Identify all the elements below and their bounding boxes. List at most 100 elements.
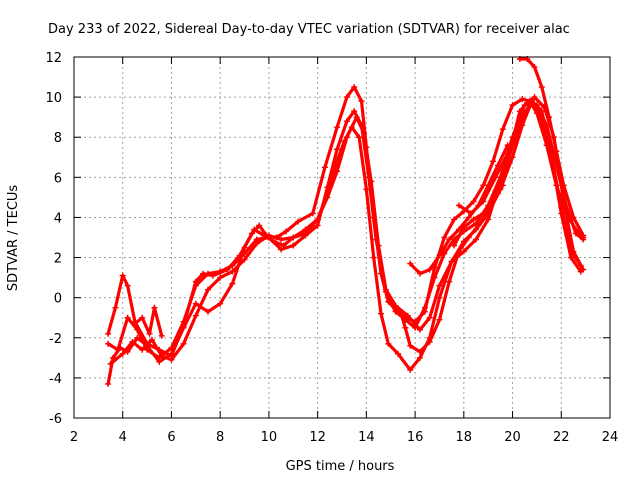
data-point xyxy=(448,258,455,265)
data-point xyxy=(168,356,175,363)
series-track-7 xyxy=(455,134,521,217)
data-point xyxy=(119,350,126,357)
data-point xyxy=(480,198,487,205)
data-point xyxy=(568,254,575,261)
data-point xyxy=(309,210,316,217)
series-track-10 xyxy=(451,182,506,249)
grid-layer xyxy=(74,57,610,418)
y-tick-label: 4 xyxy=(54,211,62,226)
x-tick-label: 2 xyxy=(70,430,78,445)
data-point xyxy=(105,380,112,387)
data-point xyxy=(139,314,146,321)
data-point xyxy=(441,234,448,241)
data-point xyxy=(192,282,199,289)
data-point xyxy=(490,158,497,165)
data-point xyxy=(343,118,350,125)
chart-title: Day 233 of 2022, Sidereal Day-to-day VTE… xyxy=(48,22,570,37)
data-point xyxy=(334,124,341,131)
data-point xyxy=(473,236,479,243)
data-point xyxy=(360,130,367,137)
data-point xyxy=(265,232,272,239)
x-tick-label: 4 xyxy=(119,430,127,445)
data-point xyxy=(295,218,302,225)
data-point xyxy=(577,268,584,275)
data-point xyxy=(426,314,433,321)
x-tick-label: 14 xyxy=(358,430,375,445)
data-point xyxy=(504,150,511,157)
x-tick-label: 12 xyxy=(309,430,326,445)
data-point xyxy=(446,278,453,285)
data-point xyxy=(407,342,414,349)
data-point xyxy=(251,226,258,233)
data-point xyxy=(446,236,453,243)
data-point xyxy=(514,134,521,141)
data-point xyxy=(509,102,516,109)
data-point xyxy=(570,214,577,221)
data-point xyxy=(256,222,263,229)
y-axis-label: SDTVAR / TECUs xyxy=(6,185,21,292)
data-point xyxy=(382,286,389,293)
data-point xyxy=(217,300,224,307)
data-point xyxy=(229,268,236,275)
data-point xyxy=(205,270,211,277)
data-point xyxy=(407,260,414,267)
data-point xyxy=(363,186,370,193)
data-point xyxy=(485,216,492,223)
data-point xyxy=(402,324,409,331)
data-point xyxy=(468,210,475,217)
data-point xyxy=(139,346,146,353)
data-point xyxy=(358,98,365,105)
data-point xyxy=(521,110,528,117)
data-point xyxy=(302,226,309,233)
data-point xyxy=(421,304,428,311)
data-point xyxy=(563,202,570,209)
data-point xyxy=(282,228,289,235)
data-point xyxy=(229,262,236,269)
data-point xyxy=(334,146,341,153)
data-point xyxy=(351,108,358,115)
data-point xyxy=(553,148,560,155)
y-tick-label: -6 xyxy=(49,412,62,427)
data-point xyxy=(465,234,472,241)
data-point xyxy=(131,320,138,327)
y-tick-label: 8 xyxy=(54,131,62,146)
data-point xyxy=(158,332,165,339)
data-point xyxy=(270,238,277,245)
data-point xyxy=(314,222,321,229)
data-point xyxy=(124,282,131,289)
x-tick-label: 10 xyxy=(261,430,278,445)
data-point xyxy=(436,316,443,323)
data-point xyxy=(538,84,545,91)
series-track-9 xyxy=(131,304,165,339)
x-tick-label: 24 xyxy=(602,430,619,445)
y-tick-label: -2 xyxy=(49,332,62,347)
data-point xyxy=(431,274,438,281)
data-point xyxy=(577,262,584,269)
series-layer xyxy=(105,56,587,387)
x-axis-label: GPS time / hours xyxy=(286,459,395,474)
data-point xyxy=(205,308,211,315)
data-point xyxy=(397,308,404,315)
x-tick-label: 20 xyxy=(504,430,521,445)
data-point xyxy=(156,358,163,365)
x-tick-label: 22 xyxy=(553,430,570,445)
x-tick-label: 16 xyxy=(407,430,424,445)
data-point xyxy=(558,204,565,211)
series-track-5 xyxy=(397,98,584,355)
data-point xyxy=(455,248,462,255)
data-point xyxy=(134,326,141,333)
data-point xyxy=(436,282,443,289)
data-point xyxy=(531,94,538,101)
data-point xyxy=(105,340,112,347)
data-point xyxy=(151,304,158,311)
data-point xyxy=(560,182,567,189)
data-point xyxy=(516,108,523,115)
data-point xyxy=(290,242,297,249)
data-point xyxy=(180,340,187,347)
data-point xyxy=(392,302,399,309)
data-point xyxy=(290,234,297,241)
data-point xyxy=(351,84,358,91)
x-tick-label: 18 xyxy=(456,430,473,445)
data-point xyxy=(117,344,124,351)
plot-frame xyxy=(73,56,611,419)
